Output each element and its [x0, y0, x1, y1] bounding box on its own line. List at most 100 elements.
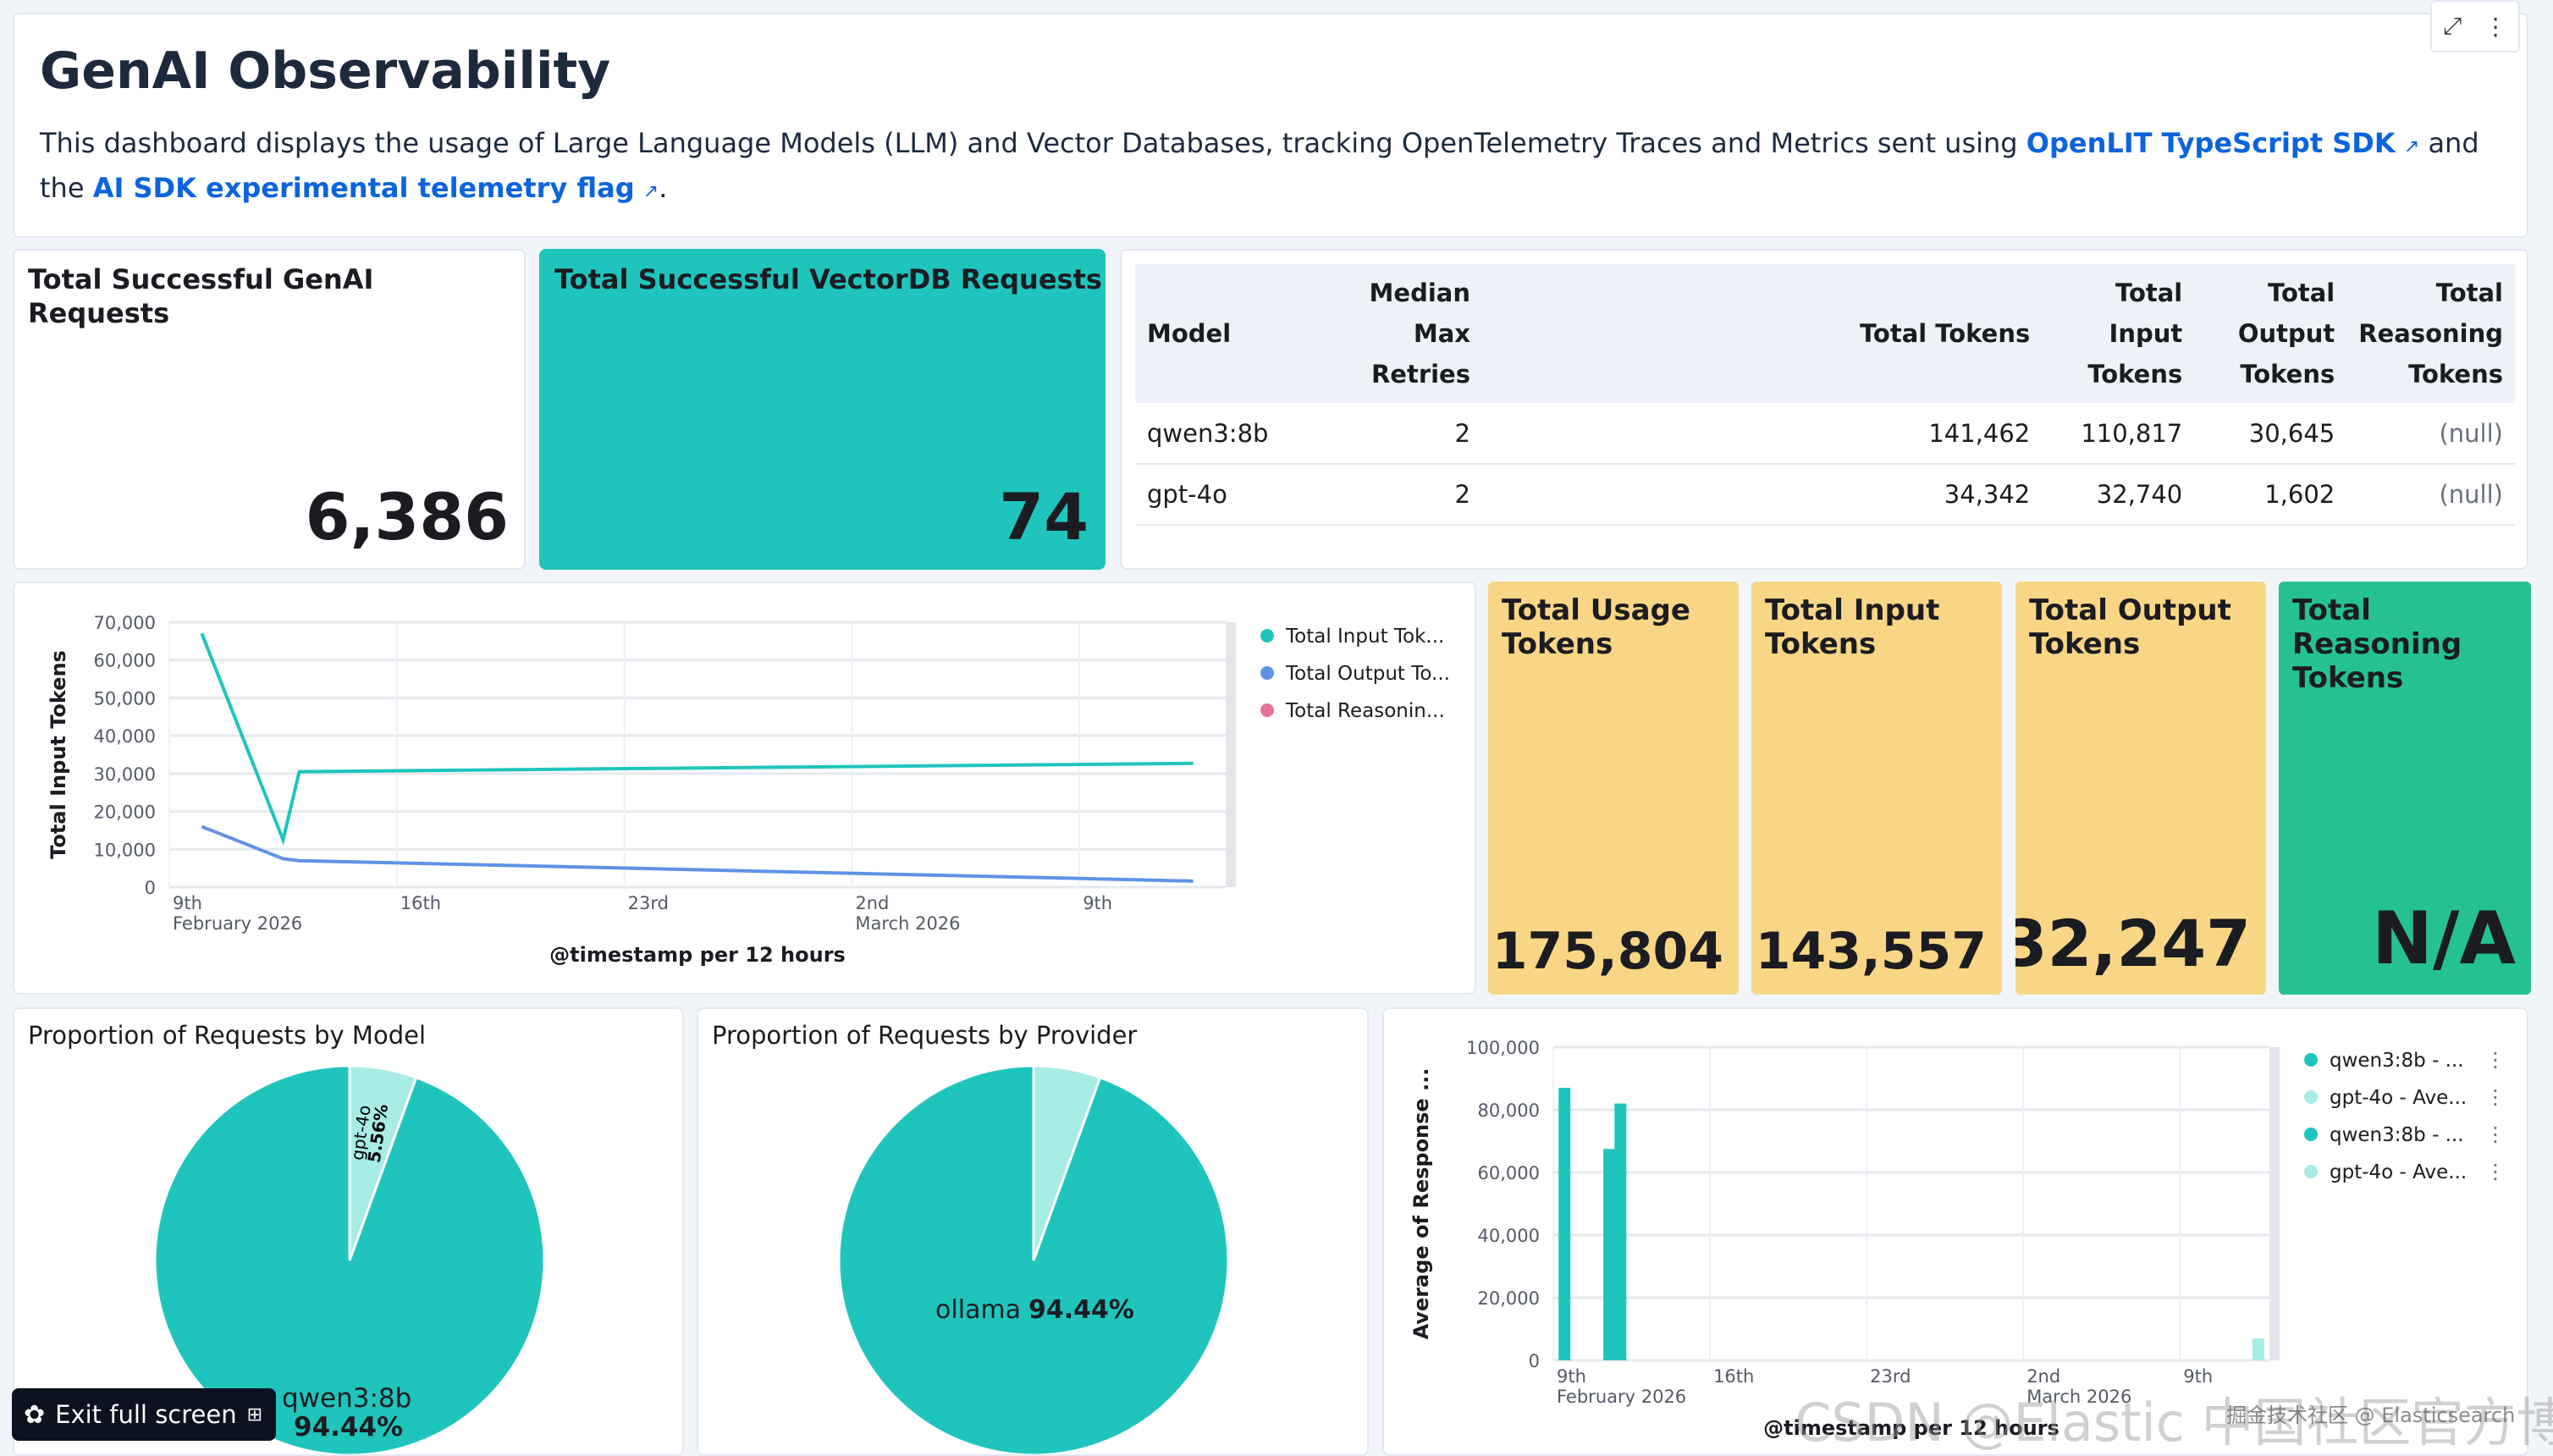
slice-percent: 94.44%: [1028, 1295, 1134, 1325]
openlit-sdk-link[interactable]: OpenLIT TypeScript SDK: [2026, 127, 2396, 159]
column-header[interactable]: Total Tokens: [1482, 264, 2043, 403]
x-tick-label: 9th: [1083, 893, 1112, 913]
pie-chart-by-provider: ollama 94.44%: [837, 1064, 1230, 1454]
metric-value: 143,557: [1755, 922, 1987, 981]
elastic-logo-icon: ✿: [24, 1399, 46, 1430]
metric-genai-requests: Total Successful GenAI Requests 6,386: [13, 249, 526, 570]
bar: [1614, 1103, 1627, 1360]
data-table: Model Median Max Retries Total Tokens To…: [1135, 264, 2515, 526]
metric-usage-tokens: Total Usage Tokens 175,804: [1488, 582, 1739, 995]
series-line: [200, 632, 1194, 846]
cell-reasoning-tokens: (null): [2346, 464, 2515, 526]
watermark: CSDN @Elastic 中国社区官方博客: [1795, 1392, 2553, 1453]
cell-input-tokens: 32,740: [2042, 464, 2195, 526]
exit-fullscreen-label: Exit full screen: [55, 1400, 237, 1429]
chart-scroll-edge: [1226, 622, 1236, 887]
cell-output-tokens: 30,645: [2194, 403, 2347, 465]
x-tick-sublabel: March 2026: [855, 913, 960, 934]
metric-title: Total Successful GenAI Requests: [28, 263, 374, 329]
metric-title: Total Reasoning Tokens: [2292, 593, 2462, 695]
x-tick-label: 9th: [173, 893, 202, 913]
pie-by-model-panel: Proportion of Requests by Model gpt-4o 5.…: [13, 1007, 684, 1456]
description-text: This dashboard displays the usage of Lar…: [40, 127, 2026, 159]
column-header-label: Total Output Tokens: [2237, 279, 2335, 389]
x-tick-label: 23rd: [1870, 1366, 1911, 1387]
chart-title: Proportion of Requests by Model: [28, 1021, 427, 1050]
column-header[interactable]: Total Output Tokens: [2194, 264, 2347, 403]
cell-model: qwen3:8b: [1135, 403, 1313, 465]
legend-label: gpt-4o - Ave...: [2330, 1087, 2467, 1109]
y-tick-label: 10,000: [94, 840, 156, 860]
bar: [1558, 1088, 1571, 1360]
y-tick-label: 20,000: [94, 802, 156, 823]
y-axis-title: Total Input Tokens: [47, 650, 70, 859]
column-header[interactable]: Median Max Retries: [1313, 264, 1482, 403]
metric-reasoning-tokens: Total Reasoning Tokens N/A: [2279, 582, 2531, 995]
metric-title: Total Usage Tokens: [1502, 593, 1690, 661]
y-tick-label: 50,000: [94, 688, 156, 709]
legend-actions-icon: ⋮: [2485, 1160, 2506, 1183]
column-header-label: Total Input Tokens: [2087, 279, 2183, 389]
column-header[interactable]: Model: [1135, 264, 1313, 403]
metric-value: 74: [999, 479, 1089, 554]
column-header[interactable]: Total Input Tokens: [2042, 264, 2195, 403]
cell-model: gpt-4o: [1135, 464, 1313, 526]
legend-label: Total Output To...: [1285, 663, 1450, 685]
pie-by-provider-panel: Proportion of Requests by Provider ollam…: [697, 1007, 1369, 1456]
x-axis-title: @timestamp per 12 hours: [549, 943, 846, 967]
page-title: GenAI Observability: [40, 41, 611, 101]
external-link-icon: ↗: [642, 181, 659, 202]
y-tick-label: 0: [1529, 1351, 1540, 1371]
legend-marker: [1260, 666, 1274, 680]
x-tick-label: 9th: [1557, 1366, 1586, 1387]
cell-retries: 2: [1313, 464, 1482, 526]
legend-actions-icon: ⋮: [2485, 1085, 2506, 1109]
legend-actions-icon: ⋮: [2485, 1048, 2506, 1072]
chart-title: Proportion of Requests by Provider: [712, 1021, 1138, 1050]
column-header-label: Median Max Retries: [1369, 279, 1470, 389]
metric-value: 175,804: [1492, 922, 1723, 981]
column-header[interactable]: Total Reasoning Tokens: [2346, 264, 2515, 403]
legend-marker: [1260, 703, 1274, 717]
x-tick-label: 9th: [2183, 1366, 2213, 1387]
legend-actions-icon: ⋮: [2485, 1122, 2506, 1146]
metric-value: 32,247: [2015, 906, 2251, 981]
x-tick-label: 16th: [1713, 1366, 1754, 1387]
chart-scroll-edge: [2269, 1047, 2280, 1360]
column-header-label: Total Reasoning Tokens: [2358, 279, 2503, 389]
ai-sdk-link[interactable]: AI SDK experimental telemetry flag: [92, 172, 635, 204]
legend-label: Total Reasonin...: [1285, 700, 1445, 722]
token-line-chart: 70,000 60,000 50,000 40,000 30,000 20,000 10,0…: [47, 613, 1450, 967]
y-tick-label: 20,000: [1478, 1288, 1540, 1309]
slice-label: ollama: [935, 1295, 1021, 1325]
metric-value: 6,386: [305, 479, 509, 554]
pie-slice: [153, 1064, 546, 1454]
exit-fullscreen-button[interactable]: ✿ Exit full screen ⊞: [12, 1388, 276, 1441]
metric-title: Total Successful VectorDB Requests: [554, 263, 1102, 295]
cell-output-tokens: 1,602: [2194, 464, 2347, 526]
kebab-menu-icon[interactable]: ⋮: [2484, 12, 2508, 41]
x-tick-label: 23rd: [628, 893, 669, 913]
metric-title: Total Input Tokens: [1765, 593, 1940, 661]
legend-label: gpt-4o - Ave...: [2330, 1161, 2467, 1183]
response-bar-chart: 100,00080,00060,00040,00020,00009thFebru…: [1409, 1038, 2506, 1440]
metric-title: Total Output Tokens: [2029, 593, 2231, 661]
legend-label: qwen3:8b - ...: [2330, 1050, 2464, 1072]
legend-marker: [2304, 1090, 2318, 1104]
legend-marker: [2304, 1128, 2318, 1141]
y-tick-label: 60,000: [1478, 1163, 1540, 1183]
metric-output-tokens: Total Output Tokens 32,247: [2015, 582, 2266, 995]
description-text: and the: [40, 127, 2479, 204]
legend-marker: [1260, 629, 1274, 643]
cell-total-tokens: 34,342: [1482, 464, 2043, 526]
dashboard-header: GenAI Observability This dashboard displ…: [13, 13, 2528, 238]
external-link-icon: ↗: [2403, 136, 2420, 157]
x-tick-label: 16th: [400, 893, 441, 913]
expand-icon[interactable]: ⤢: [2442, 12, 2462, 40]
panel-toolbar: ⤢ ⋮: [2430, 0, 2520, 52]
y-tick-label: 30,000: [94, 764, 156, 785]
watermark: 掘金技术社区 @ Elasticsearch: [2226, 1404, 2516, 1427]
metric-input-tokens: Total Input Tokens 143,557: [1751, 582, 2002, 995]
x-axis-title: @timestamp per 12 hours: [1763, 1416, 2059, 1440]
